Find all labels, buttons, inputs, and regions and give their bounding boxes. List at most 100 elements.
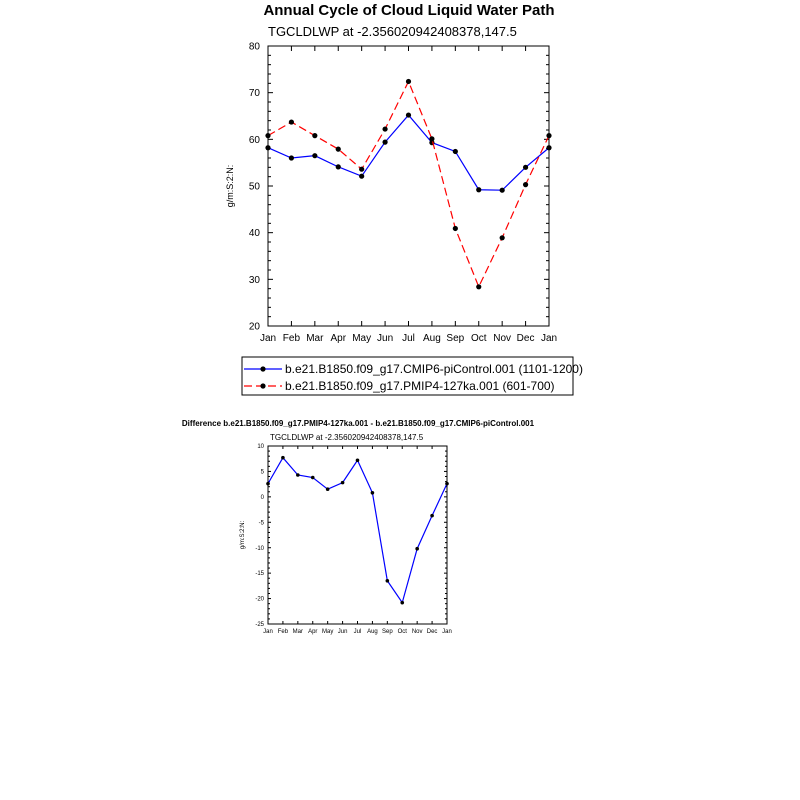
data-point bbox=[359, 173, 365, 179]
plot-frame bbox=[267, 445, 448, 625]
data-point bbox=[476, 284, 482, 290]
x-tick-label: Mar bbox=[306, 333, 324, 344]
legend-marker bbox=[260, 366, 266, 372]
x-tick-label: Mar bbox=[293, 629, 303, 635]
legend: b.e21.B1850.f09_g17.CMIP6-piControl.001 … bbox=[241, 356, 583, 396]
data-point bbox=[385, 578, 390, 583]
data-point bbox=[430, 513, 434, 518]
data-point bbox=[445, 481, 449, 486]
data-point bbox=[546, 145, 552, 151]
data-point bbox=[265, 145, 271, 151]
y-axis-label: g/m:S:2:N: bbox=[240, 520, 246, 549]
legend-label-2: b.e21.B1850.f09_g17.PMIP4-127ka.001 (601… bbox=[285, 379, 555, 393]
data-point bbox=[382, 126, 388, 132]
y-tick-label: 50 bbox=[249, 182, 261, 193]
data-point bbox=[370, 490, 375, 495]
x-tick-label: Jan bbox=[260, 333, 276, 344]
x-tick-label: Apr bbox=[308, 629, 317, 635]
data-point bbox=[265, 133, 271, 139]
x-tick-label: Jul bbox=[354, 629, 362, 635]
x-tick-label: Jan bbox=[541, 333, 557, 344]
y-tick-label: -25 bbox=[255, 622, 264, 628]
legend-box bbox=[241, 356, 574, 396]
data-point bbox=[429, 136, 435, 142]
x-tick-label: Apr bbox=[330, 333, 346, 344]
data-point bbox=[325, 487, 330, 492]
data-point bbox=[415, 546, 419, 551]
difference-series-layer bbox=[266, 455, 449, 605]
x-tick-label: Dec bbox=[427, 629, 438, 635]
data-point bbox=[288, 155, 295, 161]
chart-title: Annual Cycle of Cloud Liquid Water Path bbox=[263, 2, 554, 19]
data-point bbox=[546, 133, 552, 139]
data-point bbox=[405, 78, 412, 85]
y-tick-label: 60 bbox=[249, 135, 261, 146]
y-tick-label: 40 bbox=[249, 228, 261, 239]
series-layer bbox=[265, 78, 552, 290]
data-point bbox=[355, 458, 360, 463]
data-point bbox=[312, 153, 318, 159]
data-point bbox=[359, 166, 365, 172]
y-tick-label: 30 bbox=[249, 275, 261, 286]
x-tick-label: Oct bbox=[398, 629, 408, 635]
x-tick-label: May bbox=[352, 333, 371, 344]
y-tick-label: -20 bbox=[255, 597, 264, 603]
x-tick-label: Oct bbox=[471, 333, 487, 344]
x-tick-label: Jan bbox=[442, 629, 452, 635]
data-point bbox=[452, 225, 458, 232]
annual-cycle-chart: Annual Cycle of Cloud Liquid Water Path … bbox=[225, 2, 583, 396]
data-point bbox=[340, 480, 345, 485]
y-tick-label: -5 bbox=[259, 520, 265, 526]
y-tick-label: 0 bbox=[261, 495, 265, 501]
data-point bbox=[499, 235, 505, 241]
y-tick-label: 20 bbox=[249, 322, 261, 333]
y-axis-label: g/m:S:2:N: bbox=[225, 165, 235, 208]
difference-title: Difference b.e21.B1850.f09_g17.PMIP4-127… bbox=[182, 419, 535, 428]
y-tick-label: 5 bbox=[261, 470, 265, 476]
data-point bbox=[335, 146, 341, 152]
difference-plot-area: Jan Feb Mar Apr May Jun Jul Aug Sep Oct Nov Dec Jan-… bbox=[240, 444, 452, 635]
data-point bbox=[281, 455, 285, 460]
x-tick-label: Feb bbox=[278, 629, 289, 635]
data-point bbox=[522, 164, 529, 170]
data-point bbox=[499, 187, 505, 193]
data-point bbox=[312, 133, 318, 139]
data-point bbox=[310, 475, 315, 480]
x-tick-label: Jun bbox=[338, 629, 348, 635]
y-tick-label: 70 bbox=[249, 88, 261, 99]
data-point bbox=[382, 139, 388, 145]
data-point bbox=[452, 148, 458, 155]
x-tick-label: Dec bbox=[517, 333, 535, 344]
x-tick-label: Jul bbox=[402, 333, 415, 344]
legend-label-1: b.e21.B1850.f09_g17.CMIP6-piControl.001 … bbox=[285, 362, 583, 376]
x-tick-label: Jan bbox=[263, 629, 273, 635]
difference-subtitle: TGCLDLWP at -2.356020942408378,147.5 bbox=[270, 433, 424, 442]
data-point bbox=[335, 164, 341, 170]
data-point bbox=[266, 481, 270, 486]
x-tick-label: Nov bbox=[493, 333, 511, 344]
y-tick-label: -15 bbox=[255, 571, 264, 577]
plot-area: Jan Feb Mar Apr May Jun Jul Aug Sep Oct Nov Dec Jan2… bbox=[225, 42, 557, 345]
y-tick-label: -10 bbox=[255, 546, 264, 552]
difference-chart: Difference b.e21.B1850.f09_g17.PMIP4-127… bbox=[182, 419, 535, 635]
data-point bbox=[288, 119, 295, 125]
series-line-2 bbox=[267, 80, 550, 289]
y-tick-label: 80 bbox=[249, 42, 261, 53]
legend-marker bbox=[260, 383, 266, 389]
x-tick-label: May bbox=[322, 629, 333, 635]
y-tick-label: 10 bbox=[257, 444, 264, 450]
x-tick-label: Sep bbox=[382, 629, 393, 635]
data-point bbox=[400, 600, 405, 605]
x-tick-label: Aug bbox=[367, 629, 378, 635]
chart-subtitle: TGCLDLWP at -2.356020942408378,147.5 bbox=[268, 24, 517, 39]
series-line-1 bbox=[267, 114, 550, 191]
series-line-1 bbox=[267, 456, 448, 605]
x-tick-label: Nov bbox=[412, 629, 423, 635]
data-point bbox=[522, 182, 529, 188]
data-point bbox=[476, 187, 482, 193]
x-tick-label: Feb bbox=[283, 333, 301, 344]
data-point bbox=[296, 473, 300, 477]
x-tick-label: Sep bbox=[446, 333, 464, 344]
data-point bbox=[405, 112, 412, 118]
